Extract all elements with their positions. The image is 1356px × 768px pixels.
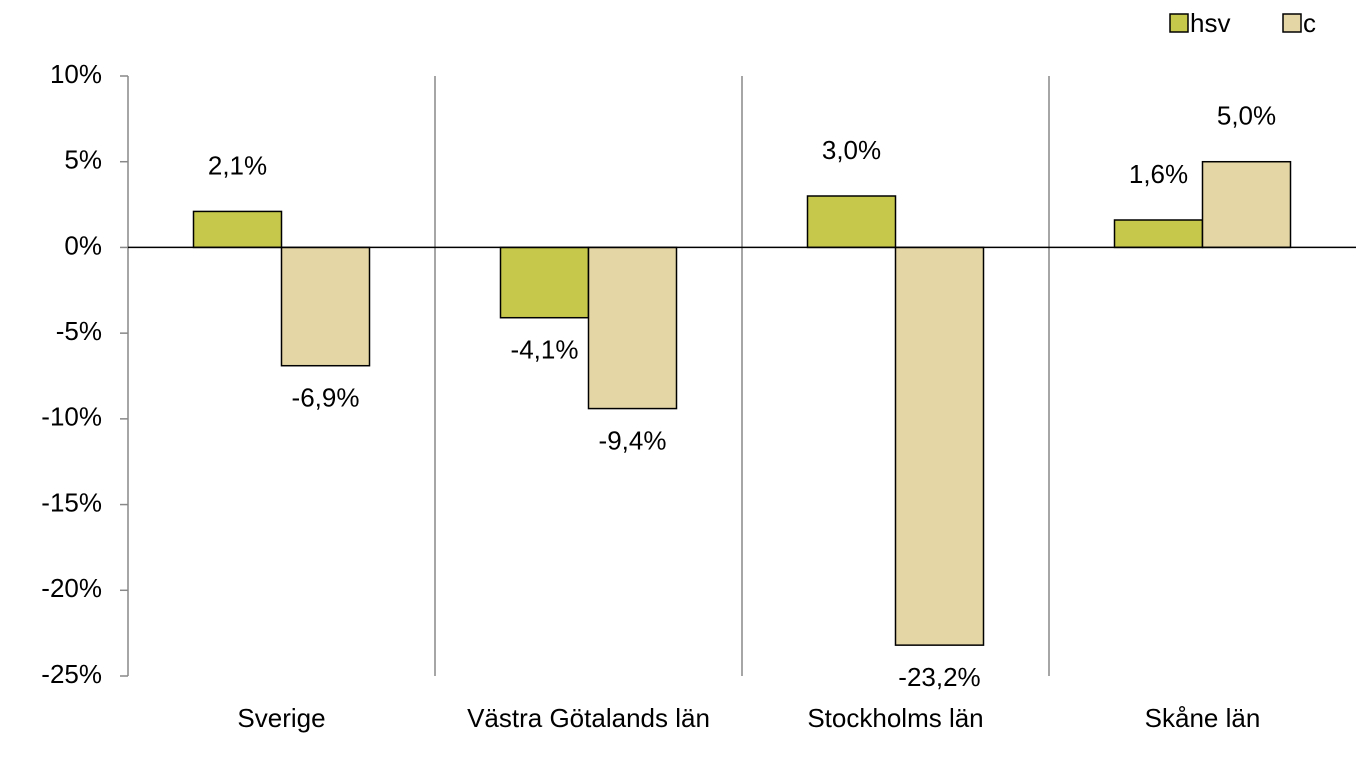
data-label: -23,2% — [898, 662, 980, 692]
bar — [280, 246, 371, 367]
data-label: -6,9% — [292, 383, 360, 413]
bar — [1113, 219, 1204, 249]
y-tick-label: 0% — [64, 230, 102, 260]
y-tick-label: 10% — [50, 59, 102, 89]
bar — [806, 195, 897, 249]
bar — [499, 246, 590, 319]
y-tick-label: -10% — [41, 402, 102, 432]
y-tick-label: -25% — [41, 659, 102, 689]
legend-label: hsv — [1190, 8, 1230, 38]
x-tick-label: Stockholms län — [807, 703, 984, 733]
data-label: 5,0% — [1217, 101, 1276, 131]
legend-label: c — [1303, 8, 1316, 38]
y-tick-label: 5% — [64, 145, 102, 175]
y-tick-label: -15% — [41, 487, 102, 517]
y-tick-label: -20% — [41, 573, 102, 603]
y-tick-label: -5% — [56, 316, 102, 346]
data-label: 3,0% — [822, 135, 881, 165]
x-tick-label: Skåne län — [1144, 703, 1261, 733]
data-label: -4,1% — [511, 335, 579, 365]
data-label: 1,6% — [1129, 159, 1188, 189]
legend-swatch — [1169, 13, 1189, 33]
bar — [1201, 160, 1292, 249]
data-label: 2,1% — [208, 150, 267, 180]
x-tick-label: Västra Götalands län — [467, 703, 710, 733]
bar — [192, 210, 283, 249]
bar — [587, 246, 678, 410]
legend-swatch — [1282, 13, 1302, 33]
data-label: -9,4% — [599, 425, 667, 455]
bar — [894, 246, 985, 646]
x-tick-label: Sverige — [237, 703, 326, 733]
